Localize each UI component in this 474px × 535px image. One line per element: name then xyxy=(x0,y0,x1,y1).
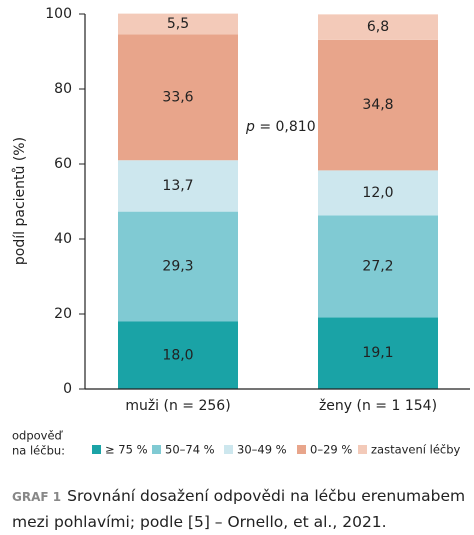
legend-label: ≥ 75 % xyxy=(105,443,148,457)
value-label: 29,3 xyxy=(162,259,193,275)
legend-swatch xyxy=(297,445,306,454)
y-tick-label: 100 xyxy=(45,6,72,22)
bar-segment xyxy=(118,211,238,322)
bar-segment xyxy=(118,34,238,161)
caption-label: GRAF 1 xyxy=(12,490,62,504)
legend-title: odpověď xyxy=(12,429,64,443)
legend-label: 0–29 % xyxy=(310,443,352,457)
legend-label: zastavení léčby xyxy=(371,443,461,457)
annotation-text: = 0,810 xyxy=(255,119,316,135)
legend-swatch xyxy=(224,445,233,454)
value-label: 27,2 xyxy=(362,258,393,274)
value-label: 12,0 xyxy=(362,185,393,201)
bar-segment xyxy=(318,215,438,318)
y-tick-label: 60 xyxy=(54,156,72,172)
value-label: 19,1 xyxy=(362,345,393,361)
bar-segment xyxy=(318,170,438,216)
legend-title: na léčbu: xyxy=(12,444,65,458)
bar-segment xyxy=(318,317,438,389)
y-tick-label: 80 xyxy=(54,81,72,97)
value-label: 6,8 xyxy=(367,19,389,35)
bar-segment xyxy=(318,14,438,40)
value-label: 33,6 xyxy=(162,89,193,105)
y-tick-label: 0 xyxy=(63,381,72,397)
caption: GRAF 1 Srovnání dosažení odpovědi na léčb… xyxy=(12,484,468,535)
legend-label: 50–74 % xyxy=(165,443,215,457)
bar-segment xyxy=(118,321,238,389)
x-tick-label: muži (n = 256) xyxy=(125,398,230,414)
legend-swatch xyxy=(92,445,101,454)
y-tick-label: 40 xyxy=(54,231,72,247)
value-label: 18,0 xyxy=(162,347,193,363)
annotation: p = 0,810 xyxy=(245,119,316,135)
caption-text: Srovnání dosažení odpovědi na léčbu eren… xyxy=(12,487,466,531)
annotation-italic: p xyxy=(245,119,255,135)
value-label: 5,5 xyxy=(167,16,189,32)
x-tick-label: ženy (n = 1 154) xyxy=(319,398,437,414)
chart: podíl pacientů (%) p = 0,810 odpověď na … xyxy=(12,6,470,458)
value-label: 34,8 xyxy=(362,97,393,113)
bar-segment xyxy=(118,160,238,212)
value-label: 13,7 xyxy=(162,178,193,194)
bar-segment xyxy=(118,13,238,35)
bar-segment xyxy=(318,39,438,171)
legend-swatch xyxy=(358,445,367,454)
y-axis-label: podíl pacientů (%) xyxy=(12,137,28,265)
legend-swatch xyxy=(152,445,161,454)
legend-label: 30–49 % xyxy=(237,443,287,457)
y-tick-label: 20 xyxy=(54,306,72,322)
